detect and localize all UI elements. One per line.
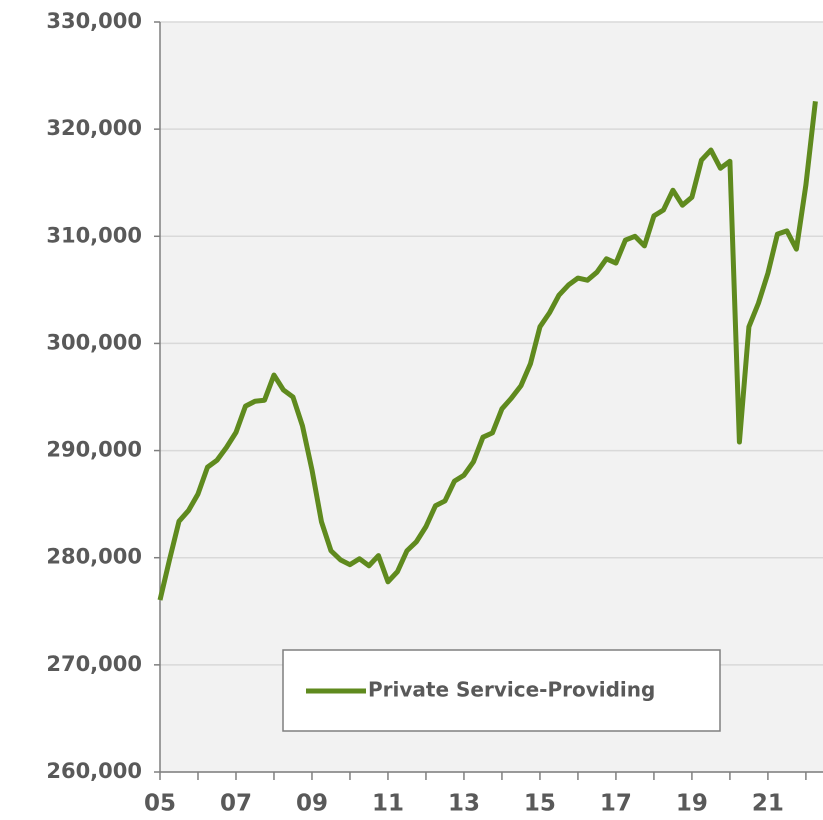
y-tick-label: 290,000 xyxy=(46,438,142,462)
x-tick-label: 13 xyxy=(448,791,480,817)
x-tick-label: 07 xyxy=(220,791,252,817)
y-tick-label: 260,000 xyxy=(46,759,142,783)
x-tick-label: 11 xyxy=(372,791,404,817)
y-tick-label: 330,000 xyxy=(46,9,142,33)
plot-area xyxy=(160,22,823,772)
legend-label: Private Service-Providing xyxy=(368,678,655,702)
x-tick-label: 09 xyxy=(296,791,328,817)
data-line xyxy=(157,101,818,601)
x-tick-label: 15 xyxy=(524,791,556,817)
y-tick-label: 270,000 xyxy=(46,652,142,676)
x-tick-label: 05 xyxy=(144,791,176,817)
y-tick-label: 300,000 xyxy=(46,330,142,354)
x-tick-label: 17 xyxy=(600,791,632,817)
y-tick-label: 310,000 xyxy=(46,223,142,247)
y-tick-label: 320,000 xyxy=(46,116,142,140)
y-tick-label: 280,000 xyxy=(46,545,142,569)
x-tick-label: 21 xyxy=(752,791,784,817)
x-tick-label: 19 xyxy=(676,791,708,817)
